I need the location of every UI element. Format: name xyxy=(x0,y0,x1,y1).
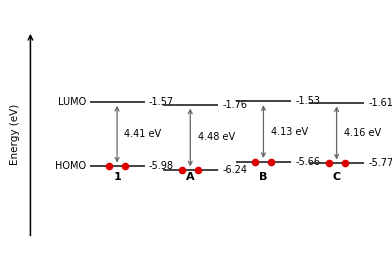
Text: -1.53: -1.53 xyxy=(295,97,320,106)
Text: HOMO: HOMO xyxy=(55,161,86,171)
Text: LUMO: LUMO xyxy=(58,97,86,107)
Text: -1.76: -1.76 xyxy=(222,100,247,110)
Text: B: B xyxy=(259,172,268,182)
Text: 1: 1 xyxy=(113,172,121,182)
Text: 4.48 eV: 4.48 eV xyxy=(198,133,235,142)
Text: -5.66: -5.66 xyxy=(295,157,320,167)
Text: -1.61: -1.61 xyxy=(368,98,392,108)
Text: 4.13 eV: 4.13 eV xyxy=(271,126,308,137)
Text: -5.98: -5.98 xyxy=(149,161,174,171)
Text: Energy (eV): Energy (eV) xyxy=(10,104,20,165)
Text: 4.16 eV: 4.16 eV xyxy=(344,128,381,138)
Text: C: C xyxy=(332,172,341,182)
Text: -1.57: -1.57 xyxy=(149,97,174,107)
Text: -6.24: -6.24 xyxy=(222,165,247,175)
Text: A: A xyxy=(186,172,194,182)
Text: 4.41 eV: 4.41 eV xyxy=(124,129,162,139)
Text: -5.77: -5.77 xyxy=(368,158,392,168)
